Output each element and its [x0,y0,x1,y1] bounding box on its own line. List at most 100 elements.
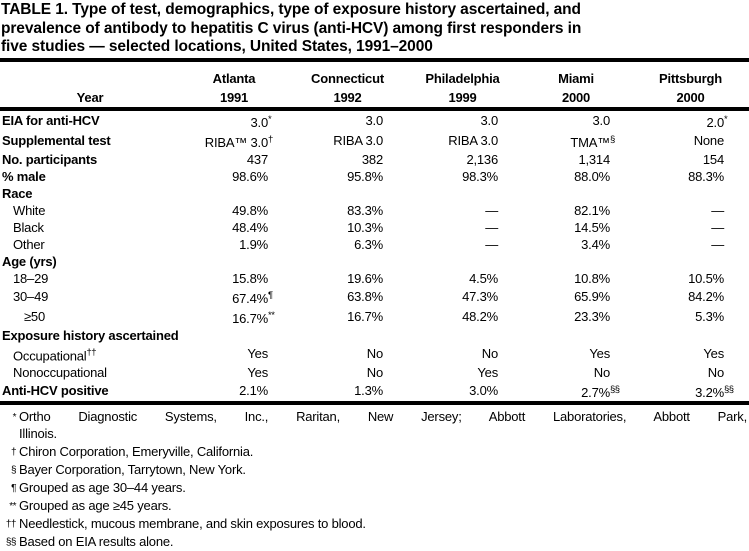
value-cell: No [366,346,383,362]
value-cell: — [485,236,498,252]
value-cell: No [481,346,498,362]
row-label: Anti-HCV positive [0,380,178,405]
value-cell: 2,136 [466,151,498,167]
column-year-header: 2000 [520,85,632,111]
value-cell: No [366,364,383,380]
value-cell: 3.0* [250,113,272,130]
value-cell: 5.3% [695,309,724,324]
value-cell: 16.7% [347,309,383,324]
table-row: Nonoccupational Yes No Yes No No [0,364,749,381]
value-cell: 437 [246,151,268,167]
value-cell: 382 [361,151,383,167]
footnote-text-line: Grouped as age 30–44 years. [19,479,186,495]
table-row: White 49.8% 83.3% — 82.1% — [0,202,749,219]
value-cell: 88.3% [688,168,724,184]
value-cell: 3.2%§§ [632,380,749,405]
footnote-text-line: Chiron Corporation, Emeryville, Californ… [19,443,254,459]
table-row: Age (yrs) [0,253,749,270]
table-row: EIA for anti-HCV 3.0* 3.0 3.0 3.0 2.0* [0,109,749,131]
value-cell: 10.5% [688,270,724,286]
table-row: 30–49 67.4%¶ 63.8% 47.3% 65.9% 84.2% [0,287,749,307]
value-cell: 1.9% [239,236,268,252]
row-label: No. participants [2,151,98,167]
value-cell: 95.8% [347,168,383,184]
footnote: † Chiron Corporation, Emeryville, Califor… [0,443,749,461]
value-cell: 49.8% [232,202,268,218]
row-label: Occupational†† [13,346,97,363]
value-cell: RIBA™ 3.0† [204,133,274,150]
value-cell: 3.0 [365,113,384,128]
section-label: Race [2,185,33,201]
footnote-marker: §§ [5,536,17,548]
value-cell: 2.1% [178,380,290,405]
value-cell: 154 [702,151,724,167]
footnote: ** Grouped as age ≥45 years. [0,497,749,515]
value-cell: 82.1% [574,202,610,218]
row-label: % male [2,168,46,184]
footnote-text-line: Needlestick, mucous membrane, and skin e… [19,515,366,531]
value-cell: 48.4% [232,219,268,235]
table-title-line3: five studies — selected locations, Unite… [1,38,433,55]
footnote-text-line: Grouped as age ≥45 years. [19,497,172,513]
footnote: †† Needlestick, mucous membrane, and skin… [0,515,749,533]
footnote: §§ Based on EIA results alone. [0,533,749,551]
value-cell: 4.5% [469,270,498,286]
value-cell: None [693,133,724,148]
value-cell: 2.0* [706,113,728,130]
value-cell: 19.6% [347,270,383,286]
table-row: Occupational†† Yes No No Yes Yes [0,344,749,364]
table-row: Race [0,185,749,202]
value-cell: 67.4%¶ [232,289,273,306]
value-cell: 6.3% [354,236,383,252]
footnote-marker: ¶ [11,482,16,494]
value-cell: — [711,202,724,218]
city-header-row: Atlanta Connecticut Philadelphia Miami Pitts… [0,62,749,86]
value-cell: — [485,219,498,235]
column-city-header: Miami [558,70,594,86]
row-label: EIA for anti-HCV [2,113,100,128]
value-cell: Yes [589,346,610,362]
value-cell: 15.8% [232,270,268,286]
value-cell: 63.8% [347,289,383,304]
footnote-marker: †† [5,518,17,530]
section-label: Exposure history ascertained [2,327,179,343]
table-row: Anti-HCV positive 2.1% 1.3% 3.0% 2.7%§§ 3.2%§… [0,380,749,405]
value-cell: No [593,364,610,380]
table-row: No. participants 437 382 2,136 1,314 154 [0,151,749,168]
footnote: § Bayer Corporation, Tarrytown, New York. [0,461,749,479]
value-cell: 88.0% [574,168,610,184]
row-label: 30–49 [13,289,49,304]
table-row: Black 48.4% 10.3% — 14.5% — [0,219,749,236]
value-cell: 1.3% [290,380,405,405]
value-cell: RIBA 3.0 [333,133,383,148]
footnote-text: Needlestick, mucous membrane, and skin e… [16,515,749,533]
value-cell: — [711,236,724,252]
footnotes: * Ortho Diagnostic Systems, Inc., Raritan… [0,408,749,551]
column-city-header: Connecticut [311,70,384,86]
table-title: TABLE 1. Type of test, demographics, typ… [0,0,749,57]
footnote-text: Chiron Corporation, Emeryville, Californ… [16,443,749,461]
footnote-text-line: Ortho Diagnostic Systems, Inc., Raritan,… [19,408,747,424]
footnote-text: Bayer Corporation, Tarrytown, New York. [16,461,749,479]
value-cell: 83.3% [347,202,383,218]
section-label: Age (yrs) [2,253,57,269]
value-cell: No [707,364,724,380]
value-cell: 65.9% [574,289,610,304]
column-year-header: 1999 [405,85,520,111]
value-cell: 3.0 [480,113,499,128]
footnote-marker: § [10,464,17,476]
column-year-header: 1991 [178,85,290,111]
value-cell: 3.0% [405,380,520,405]
table-row: Exposure history ascertained [0,327,749,344]
footnote-text: Grouped as age ≥45 years. [16,497,749,515]
value-cell: 2.7%§§ [520,380,632,405]
value-cell: 16.7%** [232,309,275,326]
column-year-header: 2000 [632,85,749,111]
value-cell: 48.2% [462,309,498,324]
row-label: Nonoccupational [13,364,107,380]
column-city-header: Pittsburgh [659,70,722,86]
value-cell: 14.5% [574,219,610,235]
table-title-line2: prevalence of antibody to hepatitis C vi… [1,19,582,37]
row-label: Supplemental test [2,133,111,148]
value-cell: Yes [703,346,724,362]
